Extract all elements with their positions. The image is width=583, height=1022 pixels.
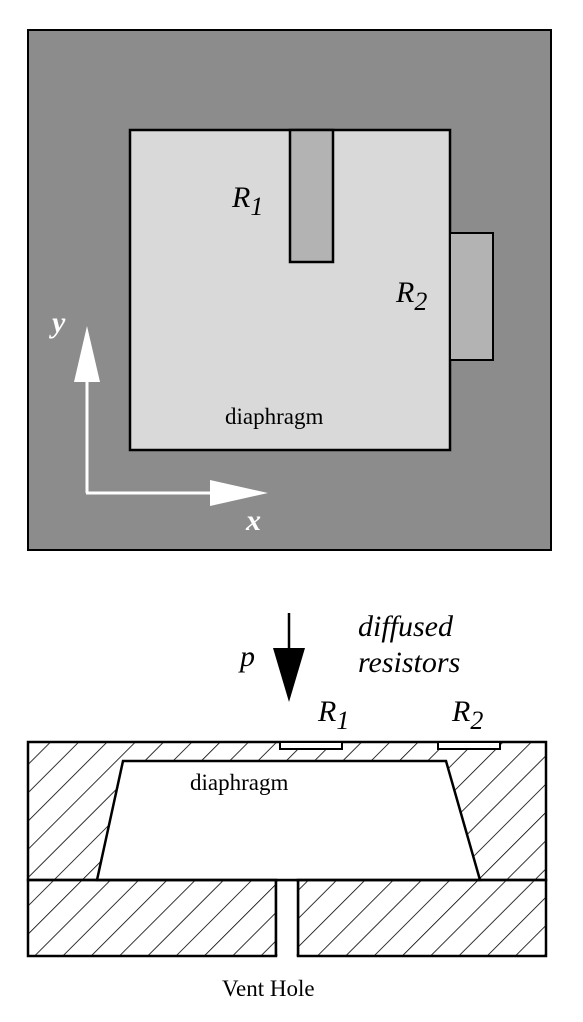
base-right bbox=[296, 878, 548, 958]
base-left bbox=[26, 878, 278, 958]
diaphragm-label-top: diaphragm bbox=[225, 404, 323, 429]
cavity bbox=[95, 759, 482, 882]
pressure-arrowhead bbox=[273, 648, 305, 702]
diffused-label: diffused bbox=[358, 610, 454, 643]
y-axis-label: y bbox=[49, 306, 66, 339]
top-view: diaphragm R1 R2 y x bbox=[27, 29, 552, 551]
x-axis-label: x bbox=[245, 504, 261, 537]
diaphragm-label-section: diaphragm bbox=[190, 770, 288, 795]
pressure-label: p bbox=[238, 640, 255, 673]
vent-hole-label: Vent Hole bbox=[222, 976, 315, 1001]
r2-label-top: R2 bbox=[395, 276, 427, 316]
axes: y x bbox=[49, 306, 268, 537]
y-axis-arrowhead bbox=[74, 326, 100, 382]
vent-hole bbox=[276, 882, 298, 954]
x-axis-arrowhead bbox=[210, 480, 268, 506]
resistor-r2-section bbox=[437, 741, 501, 750]
resistor-r2-top bbox=[449, 232, 494, 361]
resistor-r1-section bbox=[279, 741, 343, 750]
resistor-r1-top bbox=[288, 128, 335, 264]
r1-label-section: R1 bbox=[317, 695, 349, 735]
r2-label-section: R2 bbox=[451, 695, 483, 735]
cross-section: p diffused resistors R1 R2 diaphragm Ven… bbox=[26, 610, 548, 1001]
r1-label-top: R1 bbox=[231, 181, 263, 221]
resistors-label: resistors bbox=[358, 646, 460, 679]
